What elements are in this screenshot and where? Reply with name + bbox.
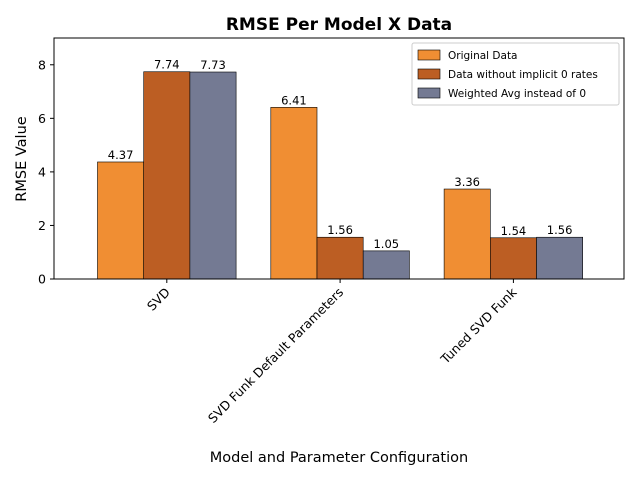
bar [536,236,584,280]
legend-swatch [417,49,441,61]
data-label: 1.05 [373,237,399,251]
chart-title: RMSE Per Model X Data [226,15,452,35]
x-axis-label: Model and Parameter Configuration [210,450,468,466]
x-tick-label: SVD [144,285,173,314]
legend-box [411,42,620,106]
y-tick-label: 8 [38,57,46,72]
bar [489,237,537,280]
data-label: 1.54 [501,224,527,238]
y-tick-label: 0 [38,272,46,287]
x-tick-label: Tuned SVD Funk [437,284,520,367]
bar [362,250,410,280]
legend-label: Weighted Avg instead of 0 [448,88,586,100]
legend-label: Data without implicit 0 rates [448,69,598,81]
y-tick-label: 2 [38,218,46,233]
bar [316,236,364,280]
legend-swatch [417,87,441,99]
data-label: 7.74 [154,58,180,72]
legend-swatch [417,68,441,80]
data-label: 4.37 [108,148,134,162]
y-tick-label: 4 [38,164,46,179]
data-label: 6.41 [281,93,307,107]
data-label: 3.36 [454,175,480,189]
bar [143,71,191,280]
y-tick-label: 6 [38,111,46,126]
bar [97,161,145,280]
data-label: 7.73 [200,58,226,72]
legend: Original Data Data without implicit 0 rat… [411,42,620,106]
bar [270,107,318,280]
y-axis-label: RMSE Value [14,116,30,201]
bar [443,188,491,280]
data-label: 1.56 [547,223,573,237]
plot-frame [53,37,625,280]
legend-label: Original Data [448,50,518,62]
data-label: 1.56 [327,223,353,237]
bar [189,71,237,280]
x-tick-label: SVD Funk Default Parameters [205,285,346,426]
